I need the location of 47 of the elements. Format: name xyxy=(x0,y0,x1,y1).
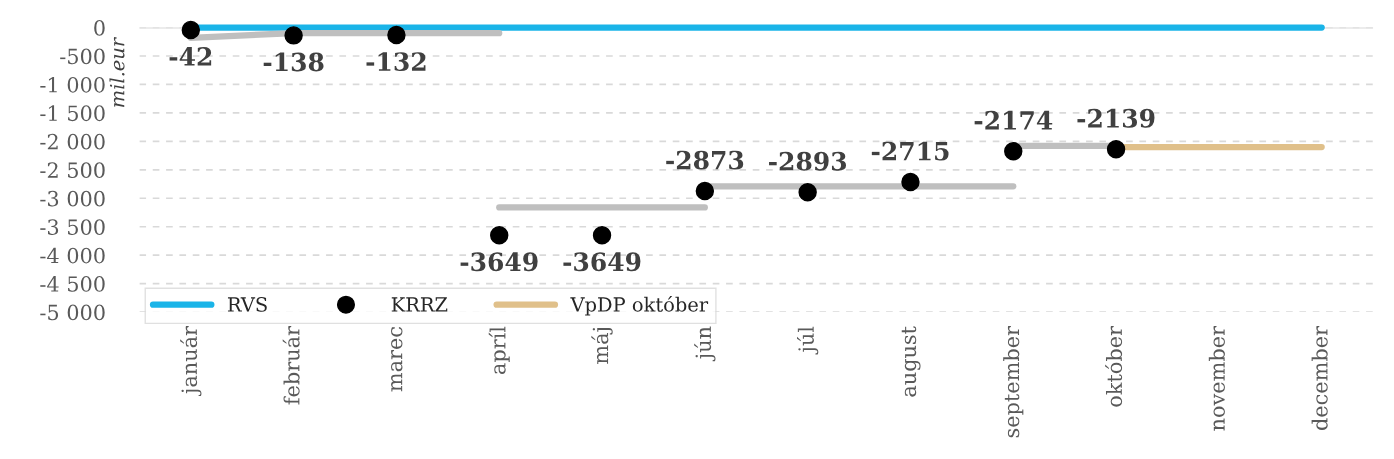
x-tick-label: október xyxy=(1105,326,1123,407)
point xyxy=(490,226,509,245)
y-tick-label: -2 000 xyxy=(40,133,105,150)
y-tick-label: -500 xyxy=(60,48,105,65)
point xyxy=(1004,142,1023,161)
x-tick-label: apríl xyxy=(488,326,510,375)
x-tick-label: jún xyxy=(694,326,716,362)
point xyxy=(284,26,303,45)
legend-label: KRRZ xyxy=(391,297,448,312)
data-label: -3649 xyxy=(563,252,641,272)
x-tick-label: september xyxy=(1003,326,1024,438)
y-tick-label: -2 500 xyxy=(40,162,105,179)
point xyxy=(181,20,201,40)
x-tick-label: január xyxy=(180,326,202,397)
y-tick-label: -5 000 xyxy=(40,304,105,321)
data-label: -3649 xyxy=(460,252,538,272)
point xyxy=(901,172,920,192)
x-tick-label: november xyxy=(1208,326,1225,431)
data-label: -42 xyxy=(169,47,212,66)
data-label: -2139 xyxy=(1077,108,1155,128)
y-tick-label: -4 000 xyxy=(40,247,105,264)
data-label: -2174 xyxy=(974,110,1053,130)
data-label: -2893 xyxy=(769,151,847,171)
data-label: -132 xyxy=(366,52,426,72)
point xyxy=(387,25,406,45)
y-tick-label: -4 500 xyxy=(40,276,105,292)
x-tick-label: marec xyxy=(391,326,403,392)
point xyxy=(1106,140,1126,159)
y-axis-title: mil.eur xyxy=(109,36,125,107)
data-label: -2715 xyxy=(871,141,949,161)
data-label: -138 xyxy=(263,52,324,72)
legend-label: VpDP október xyxy=(570,295,709,316)
y-tick-label: -3 000 xyxy=(40,190,105,207)
x-tick-label: február xyxy=(282,326,300,405)
x-tick-label: december xyxy=(1311,326,1328,431)
y-tick-label: -1 000 xyxy=(40,76,105,93)
point xyxy=(798,182,817,202)
x-tick-label: máj xyxy=(591,328,613,364)
y-tick-label: -1 500 xyxy=(40,105,105,122)
x-tick-label: júl xyxy=(797,326,819,355)
y-tick-label: 0 xyxy=(94,19,105,36)
legend-label: RVS xyxy=(227,297,267,312)
point xyxy=(592,226,612,245)
y-tick-label: -3 500 xyxy=(40,219,105,235)
data-label: -2873 xyxy=(666,150,744,170)
x-tick-label: august xyxy=(901,326,921,397)
point xyxy=(695,181,715,201)
